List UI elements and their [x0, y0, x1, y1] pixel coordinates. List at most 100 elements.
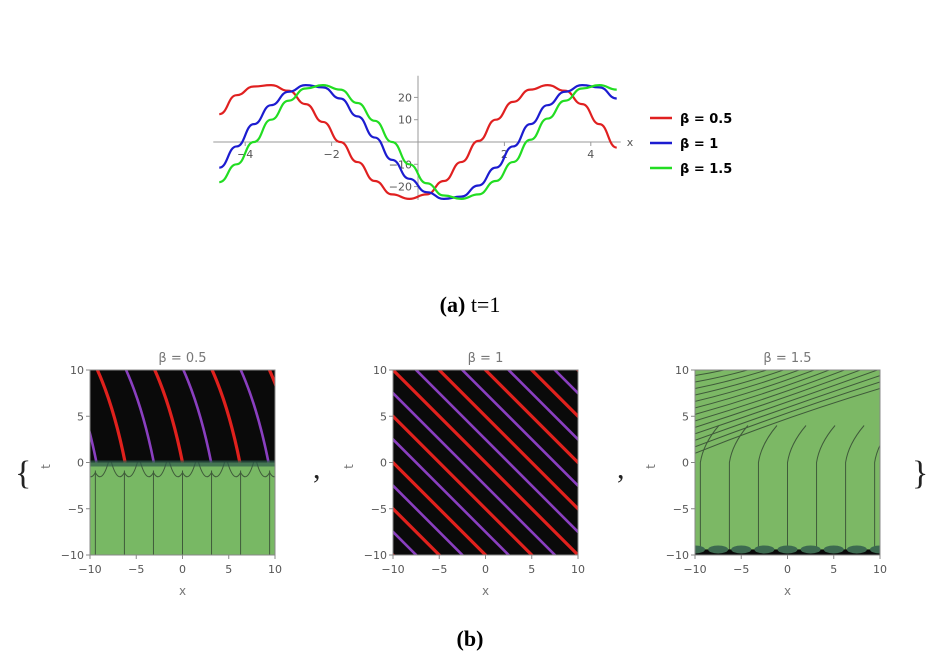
caption-b-label: (b)	[456, 626, 484, 651]
caption-b: (b)	[430, 626, 510, 652]
x-axis-label: x	[784, 584, 791, 598]
red-ridge	[483, 370, 578, 465]
x-tick-label: 5	[225, 563, 232, 576]
purple-ridge	[298, 370, 326, 463]
red-ridge	[529, 370, 578, 419]
contour-curve	[695, 388, 880, 454]
contour-line	[787, 425, 807, 555]
y-tick-label: −5	[371, 503, 387, 516]
legend-label-2: β = 1.5	[680, 162, 732, 177]
plot-region	[393, 370, 578, 555]
density-plot-1: −10 −5 0 5 10 −10 −5 0 5 10 β = 1 x t	[342, 351, 585, 598]
separator-comma-2: ,	[617, 452, 625, 485]
contour-arc	[256, 462, 275, 478]
contour-curve	[695, 370, 831, 415]
x-tick-label: 5	[830, 563, 837, 576]
contour-arc	[90, 462, 109, 478]
red-ridge	[393, 413, 535, 555]
y-tick-label: 10	[398, 114, 412, 127]
purple-ridge	[642, 370, 670, 463]
red-ridge	[153, 370, 185, 463]
x-tick-label: −10	[381, 563, 404, 576]
purple-ridge	[553, 370, 578, 395]
caption-a-text: t=1	[470, 292, 501, 317]
red-ridge	[393, 370, 578, 555]
purple-ridge	[393, 483, 465, 555]
red-ridge	[327, 370, 355, 463]
red-ridge	[210, 370, 242, 463]
density-plot-2: −10 −5 0 5 10 −10 −5 0 5 10 β = 1.5 x t	[644, 351, 887, 598]
density-plot-0: −10 −5 0 5 10 −10 −5 0 5 10 β = 0.5 x t	[0, 351, 670, 598]
contour-curve	[695, 370, 801, 402]
y-tick-label: 0	[682, 457, 689, 470]
edge-bump	[846, 545, 867, 554]
contour-arc	[169, 462, 196, 478]
open-brace: {	[15, 455, 32, 492]
plot-region	[0, 370, 670, 555]
legend-label-1: β = 1	[680, 137, 718, 152]
edge-bump	[777, 545, 798, 554]
contour-arc	[110, 462, 138, 478]
edge-bump	[754, 545, 775, 554]
y-tick-label: 0	[77, 457, 84, 470]
y-tick-label: −20	[389, 181, 412, 194]
series-line-0	[219, 84, 618, 200]
x-tick-label: −5	[431, 563, 447, 576]
red-ridge	[393, 460, 488, 555]
y-tick-label: 0	[380, 457, 387, 470]
purple-ridge	[393, 391, 557, 555]
y-axis-label: t	[342, 464, 356, 469]
x-axis-label: x	[627, 136, 634, 149]
plot-title: β = 1	[468, 351, 504, 366]
x-tick-label: 10	[571, 563, 585, 576]
red-ridge	[393, 506, 442, 555]
contour-curve	[695, 370, 846, 422]
x-tick-label: 0	[482, 563, 489, 576]
y-tick-label: −10	[666, 549, 689, 562]
y-tick-label: −5	[673, 503, 689, 516]
y-tick-label: −10	[364, 549, 387, 562]
edge-bump	[800, 545, 821, 554]
red-ridge	[0, 370, 10, 463]
purple-ridge	[506, 370, 578, 442]
y-tick-label: 10	[675, 364, 689, 377]
plot-title: β = 1.5	[763, 351, 811, 366]
series-line-2	[219, 84, 617, 200]
contour-arc	[227, 462, 255, 478]
plot-title: β = 0.5	[158, 351, 206, 366]
purple-ridge	[585, 370, 613, 463]
contour-curve	[695, 370, 879, 435]
transition-band	[90, 460, 275, 467]
contour-curve	[695, 381, 880, 448]
contour-line	[699, 425, 720, 555]
x-tick-label: 0	[784, 563, 791, 576]
red-ridge	[436, 370, 578, 512]
red-ridge	[267, 370, 275, 388]
contour-arc	[198, 462, 225, 478]
x-tick-label: −2	[323, 148, 339, 161]
legend-label-0: β = 0.5	[680, 112, 732, 127]
contour-curve	[695, 370, 750, 383]
x-tick-label: 0	[179, 563, 186, 576]
y-tick-label: 10	[373, 364, 387, 377]
purple-ridge	[124, 370, 156, 463]
red-ridge	[40, 370, 68, 463]
contour-curve	[695, 370, 727, 377]
purple-ridge	[393, 437, 511, 555]
contour-line	[845, 425, 865, 555]
y-axis-label: t	[39, 464, 53, 469]
y-tick-label: 5	[380, 410, 387, 423]
x-tick-label: 4	[587, 148, 594, 161]
purple-ridge	[414, 370, 578, 534]
red-ridge	[95, 370, 127, 463]
x-tick-label: −10	[78, 563, 101, 576]
y-tick-label: 5	[77, 410, 84, 423]
separator-comma-1: ,	[313, 452, 321, 485]
y-tick-label: −10	[61, 549, 84, 562]
caption-a: (a) t=1	[400, 292, 540, 318]
y-axis-label: t	[644, 464, 658, 469]
contour-curve	[695, 370, 862, 428]
y-tick-label: 5	[682, 410, 689, 423]
contour-curve	[695, 370, 785, 396]
